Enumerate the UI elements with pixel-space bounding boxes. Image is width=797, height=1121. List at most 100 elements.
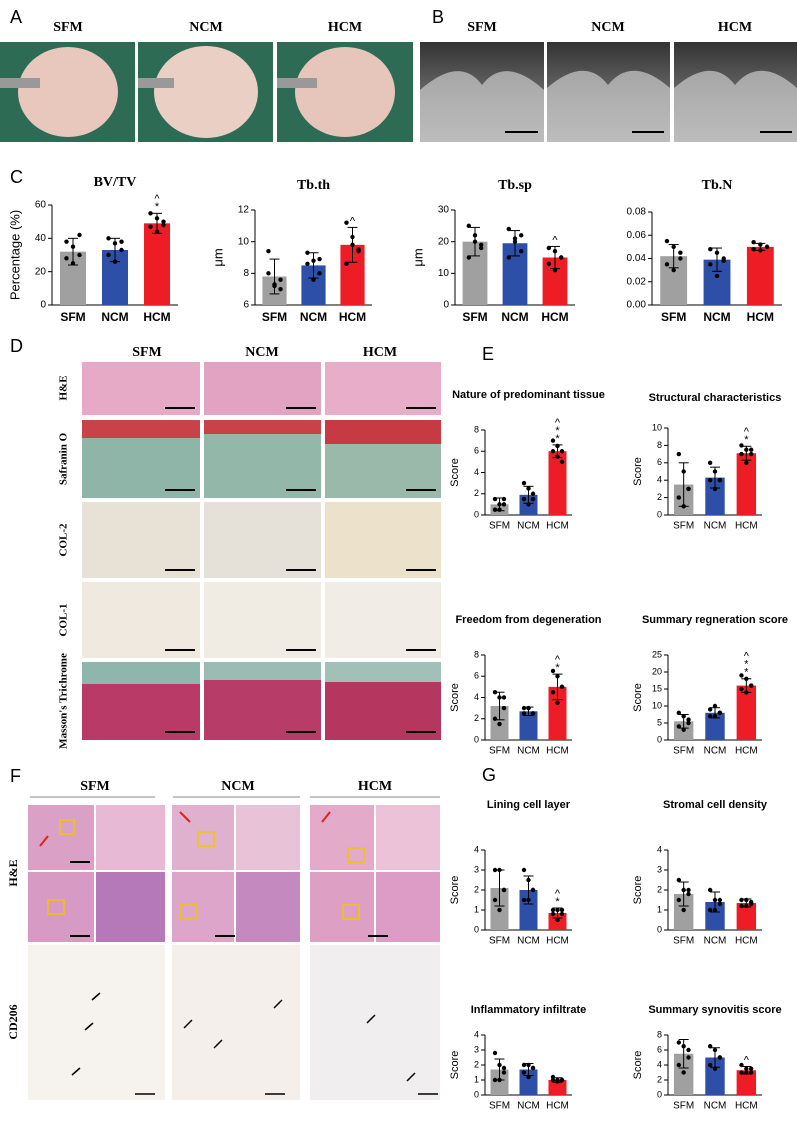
y-tick-label: 0.00 [627,300,647,311]
data-point [492,1077,498,1083]
y-tick-label: 4 [657,1059,662,1069]
bar [548,451,567,515]
data-point [526,486,531,491]
x-tick-label: SFM [489,521,510,532]
column-header: SFM [80,779,110,794]
data-point [106,236,111,241]
y-tick-label: 2 [474,884,479,894]
column-header: HCM [358,779,392,794]
data-point [681,727,686,732]
data-point [714,273,720,279]
x-tick-label: NCM [501,310,528,324]
significance-marker: ^ [350,215,356,227]
data-point [550,911,556,917]
data-point [550,449,556,454]
data-point [112,259,118,264]
x-tick-label: SFM [489,936,510,947]
y-tick-label: 4 [657,844,662,854]
data-point [550,1077,556,1083]
y-tick-label: 0 [657,734,662,744]
y-axis-label: Score [449,683,461,712]
x-tick-label: NCM [703,310,730,324]
x-tick-label: HCM [735,936,758,947]
x-tick-label: HCM [339,310,366,324]
significance-marker: ^ [744,1054,750,1066]
y-tick-label: 20 [438,236,450,247]
data-point [479,245,484,251]
data-point [501,496,507,502]
data-point [492,507,498,512]
data-point [555,443,560,449]
y-tick-label: 3 [474,1044,479,1054]
bar [736,453,757,515]
x-tick-label: NCM [704,521,727,532]
y-tick-label: 4 [657,475,662,485]
data-point [748,1066,754,1071]
data-point [512,239,518,244]
y-tick-label: 4 [474,844,479,854]
column-header: NCM [245,345,278,360]
y-tick-label: 6 [474,671,479,681]
data-point [466,255,471,260]
x-tick-label: SFM [673,746,694,757]
bar-chart: Structural characteristics Score 0 2 4 6 8 10 SF… [632,392,781,532]
bar-chart: Stromal cell density Score 0 1 2 3 4 SFM NCM HCM [632,799,768,947]
data-point [350,234,355,240]
data-point [501,502,507,507]
column-header: NCM [591,20,624,35]
significance-marker: * [744,667,749,679]
data-point [678,250,683,255]
data-point [559,255,564,260]
y-tick-label: 0 [657,1089,662,1099]
y-tick-label: 6 [243,300,249,311]
data-point [519,248,524,254]
data-point [739,673,744,678]
data-point [497,695,502,700]
y-axis-label: μm [210,248,225,266]
column-header: HCM [363,345,397,360]
row-label: CD206 [6,1004,20,1039]
data-point [686,887,691,893]
data-point [501,1070,507,1075]
chart-title: Tb.N [702,178,733,193]
x-tick-label: NCM [300,310,327,324]
y-tick-label: 20 [652,666,662,676]
data-point [497,867,502,873]
data-point [559,907,565,913]
x-tick-label: HCM [735,521,758,532]
panel-label: G [482,765,496,785]
x-tick-label: SFM [661,310,686,324]
data-point [555,907,560,913]
data-point [717,901,723,907]
significance-marker: ^ [744,651,750,663]
data-point [526,1062,531,1068]
data-point [148,211,153,216]
data-point [676,710,682,715]
data-point [546,245,551,251]
data-point [681,469,686,474]
bar [490,1069,509,1095]
y-tick-label: 2 [657,884,662,894]
y-axis-label: Score [449,876,461,905]
y-tick-label: 0.02 [627,276,647,287]
y-axis-label: Score [449,1051,461,1080]
x-tick-label: NCM [101,310,128,324]
data-point [664,262,670,267]
data-point [671,267,676,273]
row-label: COL-2 [58,523,70,557]
x-tick-label: HCM [546,521,569,532]
data-point [492,716,498,721]
y-tick-label: 4 [474,1029,479,1039]
data-point [707,887,713,893]
y-axis-label: Score [632,876,644,905]
data-point [472,233,478,238]
x-tick-label: NCM [704,1101,727,1112]
data-point [555,917,560,923]
image-layer [0,42,797,1100]
data-point [526,897,531,903]
y-tick-label: 3 [474,864,479,874]
data-point [64,256,69,261]
data-point [707,478,713,483]
data-point [550,907,556,913]
